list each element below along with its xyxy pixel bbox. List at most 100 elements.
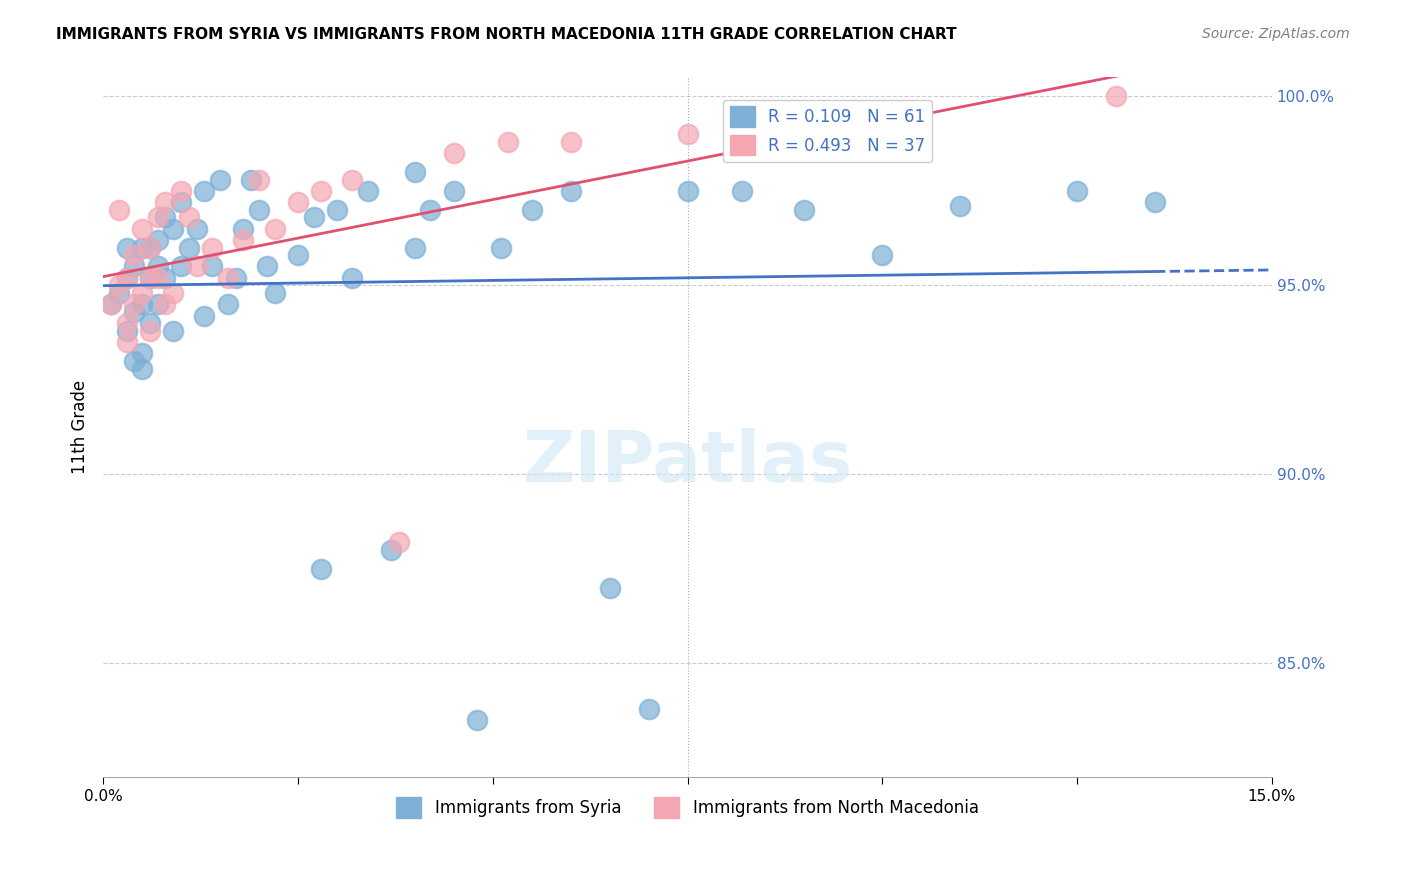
- Point: [560, 135, 582, 149]
- Point: [404, 241, 426, 255]
- Point: [201, 260, 224, 274]
- Point: [256, 260, 278, 274]
- Y-axis label: 11th Grade: 11th Grade: [72, 380, 89, 475]
- Point: [131, 285, 153, 300]
- Point: [388, 535, 411, 549]
- Point: [170, 260, 193, 274]
- Point: [115, 270, 138, 285]
- Point: [778, 120, 800, 134]
- Point: [498, 135, 520, 149]
- Point: [139, 270, 162, 285]
- Point: [520, 202, 543, 217]
- Point: [465, 713, 488, 727]
- Point: [146, 211, 169, 225]
- Point: [404, 165, 426, 179]
- Point: [1105, 89, 1128, 103]
- Text: IMMIGRANTS FROM SYRIA VS IMMIGRANTS FROM NORTH MACEDONIA 11TH GRADE CORRELATION : IMMIGRANTS FROM SYRIA VS IMMIGRANTS FROM…: [56, 27, 957, 42]
- Point: [489, 241, 512, 255]
- Point: [217, 297, 239, 311]
- Point: [115, 241, 138, 255]
- Point: [139, 241, 162, 255]
- Point: [100, 297, 122, 311]
- Point: [247, 172, 270, 186]
- Point: [115, 335, 138, 350]
- Point: [146, 270, 169, 285]
- Point: [139, 241, 162, 255]
- Point: [949, 199, 972, 213]
- Point: [247, 202, 270, 217]
- Point: [107, 278, 129, 293]
- Point: [731, 184, 754, 198]
- Point: [131, 297, 153, 311]
- Point: [302, 211, 325, 225]
- Point: [124, 260, 146, 274]
- Point: [263, 221, 285, 235]
- Point: [155, 211, 177, 225]
- Point: [225, 270, 247, 285]
- Point: [560, 184, 582, 198]
- Point: [124, 297, 146, 311]
- Point: [139, 270, 162, 285]
- Text: ZIPatlas: ZIPatlas: [523, 427, 852, 497]
- Point: [162, 221, 184, 235]
- Point: [186, 221, 208, 235]
- Point: [193, 184, 215, 198]
- Point: [177, 241, 200, 255]
- Point: [124, 354, 146, 368]
- Point: [793, 202, 815, 217]
- Point: [131, 361, 153, 376]
- Point: [872, 248, 894, 262]
- Point: [326, 202, 349, 217]
- Point: [115, 316, 138, 330]
- Point: [232, 233, 254, 247]
- Point: [131, 221, 153, 235]
- Point: [443, 184, 465, 198]
- Legend: Immigrants from Syria, Immigrants from North Macedonia: Immigrants from Syria, Immigrants from N…: [389, 791, 986, 824]
- Point: [193, 309, 215, 323]
- Point: [1143, 195, 1166, 210]
- Point: [146, 297, 169, 311]
- Point: [124, 305, 146, 319]
- Point: [232, 221, 254, 235]
- Point: [1066, 184, 1088, 198]
- Point: [155, 195, 177, 210]
- Point: [201, 241, 224, 255]
- Point: [208, 172, 231, 186]
- Point: [676, 184, 699, 198]
- Text: Source: ZipAtlas.com: Source: ZipAtlas.com: [1202, 27, 1350, 41]
- Point: [177, 211, 200, 225]
- Point: [342, 270, 364, 285]
- Point: [124, 248, 146, 262]
- Point: [139, 316, 162, 330]
- Point: [311, 184, 333, 198]
- Point: [162, 324, 184, 338]
- Point: [287, 248, 309, 262]
- Point: [131, 346, 153, 360]
- Point: [107, 285, 129, 300]
- Point: [155, 297, 177, 311]
- Point: [443, 146, 465, 161]
- Point: [131, 241, 153, 255]
- Point: [311, 562, 333, 576]
- Point: [100, 297, 122, 311]
- Point: [162, 285, 184, 300]
- Point: [170, 184, 193, 198]
- Point: [146, 233, 169, 247]
- Point: [380, 543, 402, 558]
- Point: [419, 202, 441, 217]
- Point: [357, 184, 380, 198]
- Point: [263, 285, 285, 300]
- Point: [676, 127, 699, 141]
- Point: [637, 702, 659, 716]
- Point: [240, 172, 263, 186]
- Point: [107, 202, 129, 217]
- Point: [342, 172, 364, 186]
- Point: [217, 270, 239, 285]
- Point: [872, 135, 894, 149]
- Point: [115, 324, 138, 338]
- Point: [146, 260, 169, 274]
- Point: [287, 195, 309, 210]
- Point: [155, 270, 177, 285]
- Point: [139, 324, 162, 338]
- Point: [115, 270, 138, 285]
